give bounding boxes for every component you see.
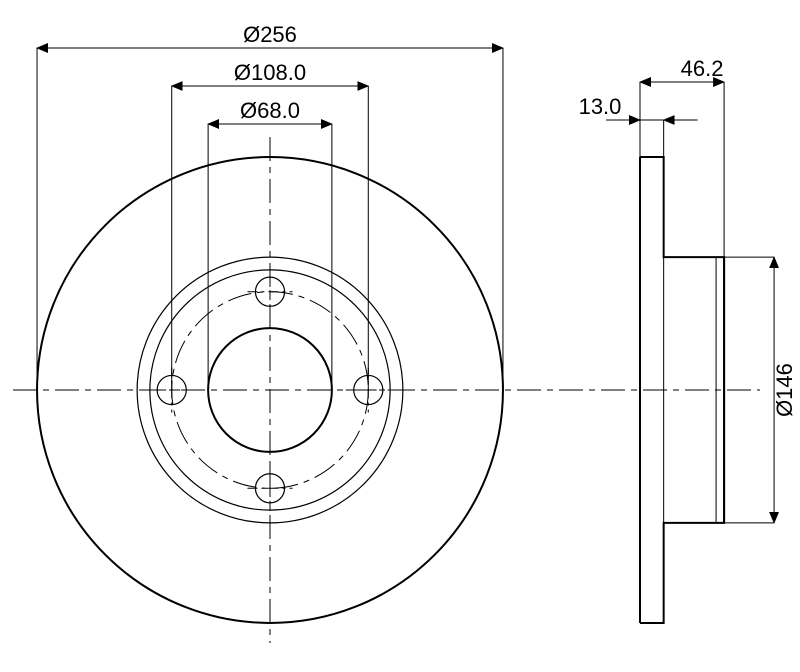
- dim-label: 13.0: [579, 94, 622, 119]
- brake-disc-drawing: Ø256 Ø108.0 Ø68.0 46.2 13.0 Ø146: [0, 0, 800, 672]
- dim-label: Ø256: [243, 22, 297, 47]
- dim-label: 46.2: [681, 56, 724, 81]
- dim-label: Ø108.0: [234, 60, 306, 85]
- dim-label: Ø146: [772, 363, 797, 417]
- dim-label: Ø68.0: [240, 98, 300, 123]
